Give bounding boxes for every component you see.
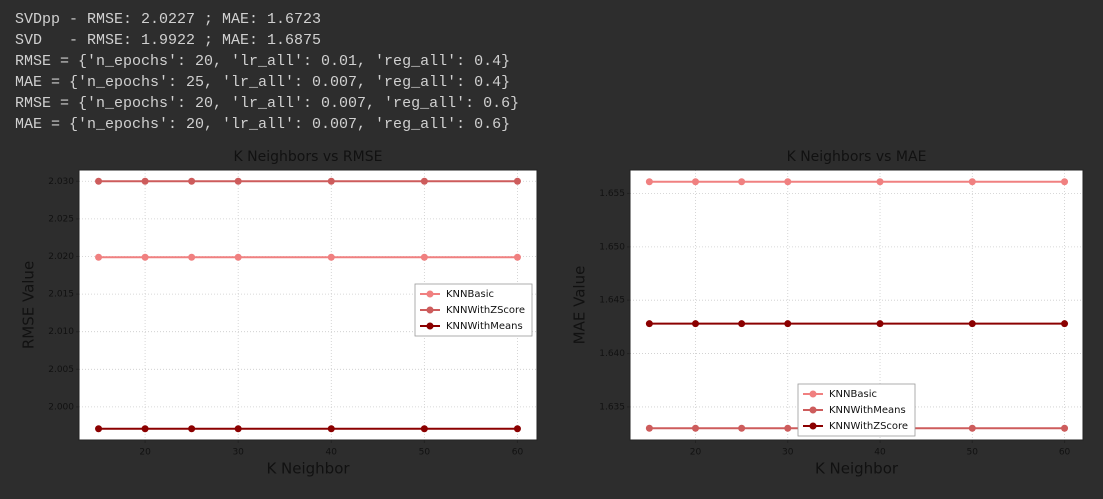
x-tick-label: 60 bbox=[1059, 448, 1071, 458]
output-line: RMSE = {'n_epochs': 20, 'lr_all': 0.007,… bbox=[15, 95, 519, 112]
output-line: SVD - RMSE: 1.9922 ; MAE: 1.6875 bbox=[15, 32, 321, 49]
x-axis-label: K Neighbor bbox=[815, 460, 899, 478]
plot-frame bbox=[629, 169, 1084, 441]
legend-marker bbox=[426, 322, 434, 330]
y-tick-label: 2.025 bbox=[48, 214, 74, 224]
marker bbox=[784, 178, 792, 186]
y-tick-label: 1.650 bbox=[599, 242, 625, 252]
chart-title: K Neighbors vs RMSE bbox=[234, 149, 383, 165]
marker bbox=[513, 253, 521, 261]
marker bbox=[645, 320, 653, 328]
legend-label: KNNWithZScore bbox=[446, 305, 525, 316]
y-tick-label: 1.640 bbox=[599, 349, 625, 359]
marker bbox=[784, 424, 792, 432]
marker bbox=[1061, 320, 1069, 328]
marker bbox=[327, 253, 335, 261]
y-tick-label: 2.030 bbox=[48, 177, 74, 187]
x-axis-label: K Neighbor bbox=[266, 460, 350, 478]
x-tick-label: 40 bbox=[874, 448, 886, 458]
y-tick-label: 1.655 bbox=[599, 189, 625, 199]
marker bbox=[968, 178, 976, 186]
plot-frame bbox=[78, 169, 538, 441]
legend-marker bbox=[809, 422, 817, 430]
y-tick-label: 2.020 bbox=[48, 252, 74, 262]
marker bbox=[968, 320, 976, 328]
legend-label: KNNWithZScore bbox=[829, 421, 908, 432]
legend-label: KNNWithMeans bbox=[829, 405, 906, 416]
marker bbox=[95, 253, 103, 261]
marker bbox=[141, 177, 149, 185]
marker bbox=[327, 425, 335, 433]
legend-marker bbox=[809, 390, 817, 398]
marker bbox=[420, 177, 428, 185]
output-line: SVDpp - RMSE: 2.0227 ; MAE: 1.6723 bbox=[15, 11, 321, 28]
x-tick-label: 30 bbox=[232, 448, 244, 458]
marker bbox=[234, 177, 242, 185]
marker bbox=[513, 425, 521, 433]
marker bbox=[234, 253, 242, 261]
x-tick-label: 30 bbox=[782, 448, 794, 458]
marker bbox=[188, 425, 196, 433]
marker bbox=[968, 424, 976, 432]
y-axis-label: MAE Value bbox=[571, 266, 589, 345]
marker bbox=[645, 424, 653, 432]
marker bbox=[234, 425, 242, 433]
y-tick-label: 2.000 bbox=[48, 402, 74, 412]
marker bbox=[876, 320, 884, 328]
marker bbox=[420, 253, 428, 261]
x-tick-label: 50 bbox=[967, 448, 979, 458]
marker bbox=[513, 177, 521, 185]
marker bbox=[188, 253, 196, 261]
marker bbox=[692, 320, 700, 328]
x-tick-label: 20 bbox=[139, 448, 151, 458]
y-tick-label: 2.010 bbox=[48, 327, 74, 337]
marker bbox=[327, 177, 335, 185]
marker bbox=[876, 178, 884, 186]
legend-marker bbox=[426, 290, 434, 298]
output-line: MAE = {'n_epochs': 20, 'lr_all': 0.007, … bbox=[15, 116, 510, 133]
legend-marker bbox=[426, 306, 434, 314]
marker bbox=[738, 320, 746, 328]
marker bbox=[645, 178, 653, 186]
legend-label: KNNBasic bbox=[446, 289, 494, 300]
marker bbox=[692, 424, 700, 432]
output-line: RMSE = {'n_epochs': 20, 'lr_all': 0.01, … bbox=[15, 53, 510, 70]
marker bbox=[1061, 178, 1069, 186]
marker bbox=[141, 253, 149, 261]
y-tick-label: 1.635 bbox=[599, 402, 625, 412]
legend-label: KNNBasic bbox=[829, 389, 877, 400]
x-tick-label: 20 bbox=[690, 448, 702, 458]
y-tick-label: 2.015 bbox=[48, 290, 74, 300]
y-tick-label: 2.005 bbox=[48, 365, 74, 375]
marker bbox=[420, 425, 428, 433]
marker bbox=[784, 320, 792, 328]
legend-marker bbox=[809, 406, 817, 414]
output-line: MAE = {'n_epochs': 25, 'lr_all': 0.007, … bbox=[15, 74, 510, 91]
marker bbox=[188, 177, 196, 185]
chart-title: K Neighbors vs MAE bbox=[787, 149, 927, 165]
x-tick-label: 60 bbox=[512, 448, 524, 458]
marker bbox=[738, 424, 746, 432]
marker bbox=[738, 178, 746, 186]
marker bbox=[95, 177, 103, 185]
y-axis-label: RMSE Value bbox=[20, 261, 38, 349]
marker bbox=[1061, 424, 1069, 432]
legend-label: KNNWithMeans bbox=[446, 321, 523, 332]
marker bbox=[95, 425, 103, 433]
x-tick-label: 40 bbox=[326, 448, 338, 458]
marker bbox=[692, 178, 700, 186]
x-tick-label: 50 bbox=[419, 448, 431, 458]
marker bbox=[141, 425, 149, 433]
y-tick-label: 1.645 bbox=[599, 296, 625, 306]
